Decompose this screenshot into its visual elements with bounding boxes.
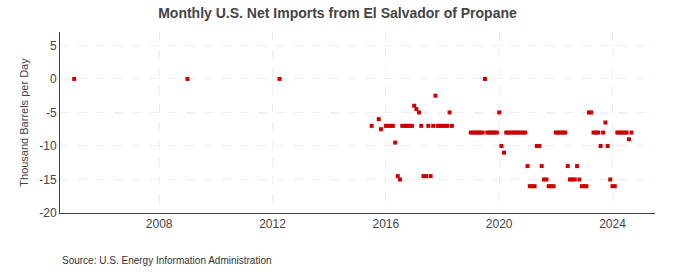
svg-text:-20: -20	[39, 206, 57, 220]
svg-text:2008: 2008	[146, 217, 173, 231]
svg-text:Thousand Barrels per Day: Thousand Barrels per Day	[18, 58, 30, 187]
svg-text:2016: 2016	[372, 217, 399, 231]
svg-text:2012: 2012	[259, 217, 286, 231]
svg-text:-5: -5	[46, 106, 57, 120]
svg-text:2024: 2024	[599, 217, 626, 231]
svg-text:Monthly U.S. Net Imports from: Monthly U.S. Net Imports from El Salvado…	[158, 5, 517, 21]
svg-text:-15: -15	[39, 173, 57, 187]
svg-text:5: 5	[50, 39, 57, 53]
svg-text:-10: -10	[39, 139, 57, 153]
svg-text:Source: U.S. Energy Informatio: Source: U.S. Energy Information Administ…	[62, 255, 272, 266]
svg-text:0: 0	[50, 72, 57, 86]
svg-text:2020: 2020	[486, 217, 513, 231]
